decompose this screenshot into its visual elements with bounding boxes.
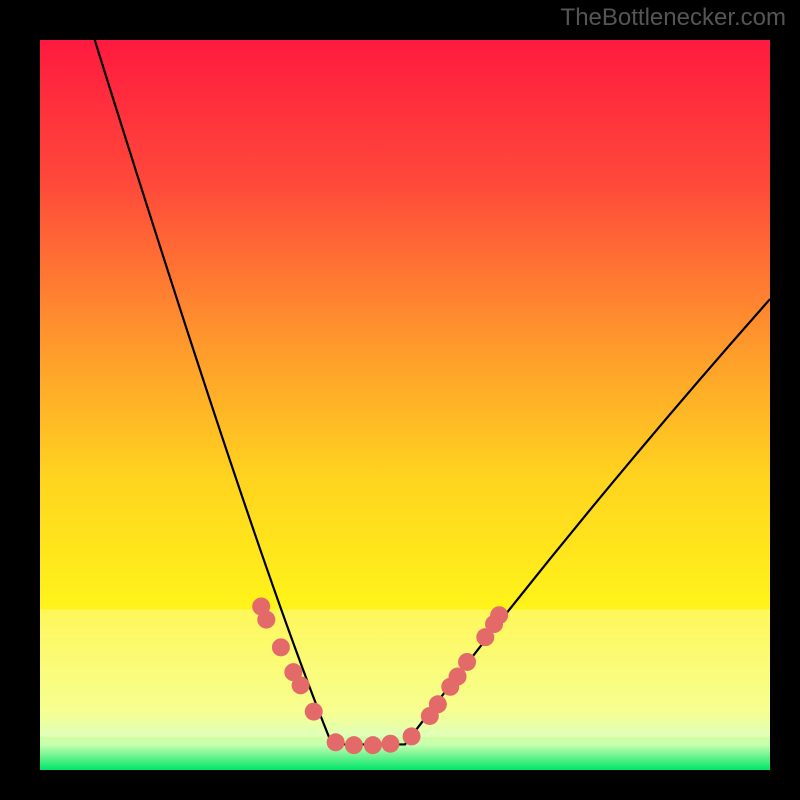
data-marker xyxy=(381,735,399,753)
data-marker xyxy=(345,736,363,754)
plot-area xyxy=(40,40,770,770)
chart-root: TheBottlenecker.com xyxy=(0,0,800,800)
data-marker xyxy=(458,653,476,671)
data-marker xyxy=(292,676,310,694)
data-marker xyxy=(490,606,508,624)
data-marker xyxy=(429,695,447,713)
plot-svg xyxy=(40,40,770,770)
data-marker xyxy=(305,703,323,721)
pale-band xyxy=(40,609,770,737)
data-marker xyxy=(257,611,275,629)
watermark-label: TheBottlenecker.com xyxy=(561,4,786,32)
data-marker xyxy=(364,736,382,754)
data-marker xyxy=(272,638,290,656)
data-marker xyxy=(403,727,421,745)
data-marker xyxy=(327,733,345,751)
